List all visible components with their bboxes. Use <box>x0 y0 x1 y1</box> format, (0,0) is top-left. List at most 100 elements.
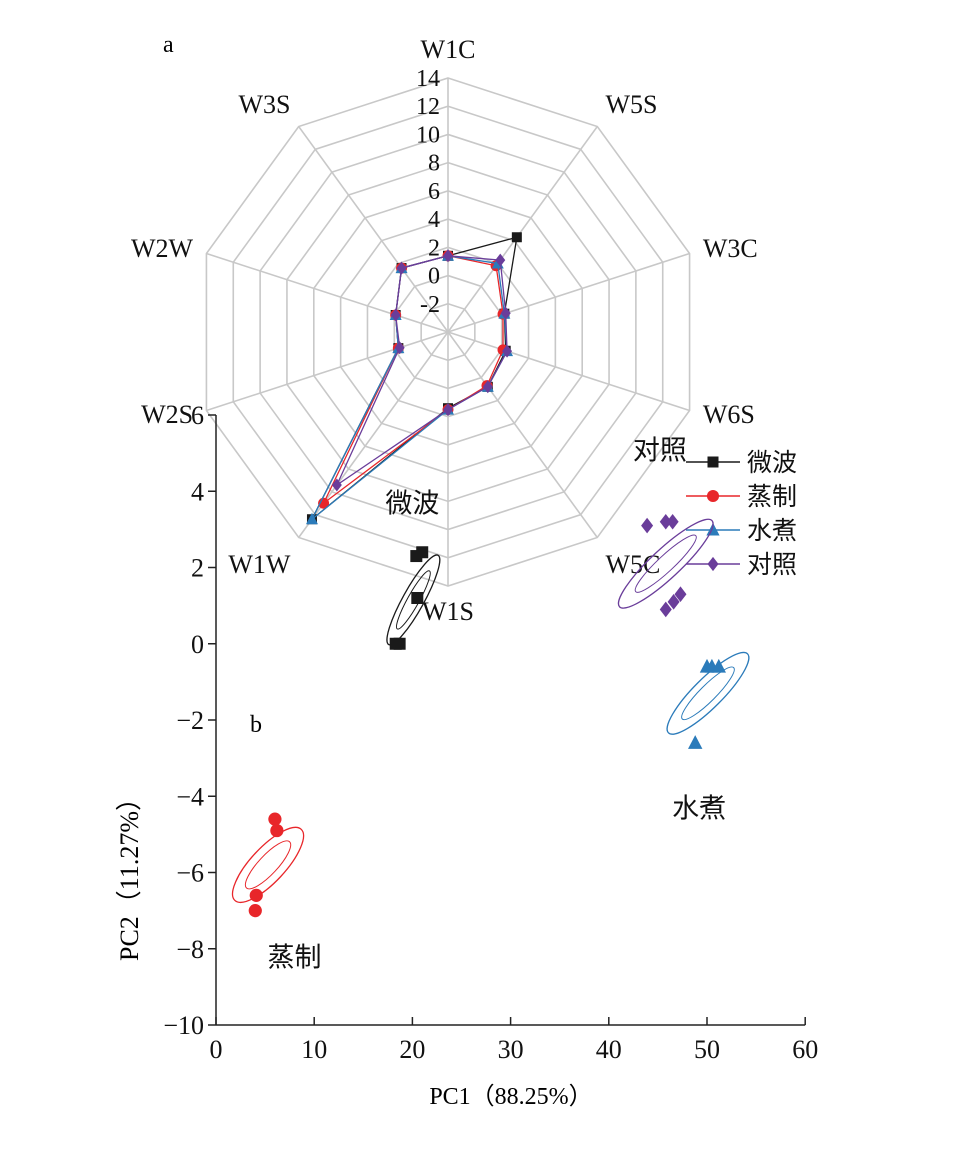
radar-spoke <box>447 331 598 538</box>
pca-point <box>411 592 424 604</box>
radar-spoke <box>447 331 690 412</box>
radar-point <box>482 380 493 394</box>
y-axis-label: PC2（11.27%） <box>115 785 144 961</box>
radar-point <box>511 232 522 243</box>
pca-point <box>248 904 262 918</box>
radar-point <box>394 341 405 355</box>
pca-point <box>416 546 429 559</box>
radar-series-item-3 <box>331 249 513 492</box>
y-tick-label: 6 <box>191 401 204 430</box>
cluster-ellipse-item-2 <box>617 518 714 609</box>
pca-point <box>667 594 680 610</box>
legend-label: 对照 <box>747 550 797 579</box>
y-tick-label: 0 <box>191 630 204 659</box>
cluster-label-item-2: 对照 <box>633 435 687 466</box>
pca-point <box>268 812 282 826</box>
radar-tick-label: 12 <box>416 94 440 120</box>
radar-axis-label-w2s: W2S <box>141 400 193 429</box>
x-tick-label: 60 <box>792 1035 818 1064</box>
radar-tick-label: 6 <box>428 179 440 205</box>
radar-point <box>396 261 407 275</box>
radar-series <box>305 232 522 525</box>
radar-axis-label-w1c: W1C <box>421 35 476 64</box>
panel-label-a: a <box>163 32 174 58</box>
legend-marker <box>706 522 720 536</box>
radar-tick-label: 14 <box>416 66 440 92</box>
x-tick-label: 20 <box>399 1035 425 1064</box>
radar-spoke <box>298 126 449 333</box>
radar-point <box>390 308 401 322</box>
pca-point <box>393 637 406 650</box>
cluster-ellipse-item-0 <box>386 554 441 646</box>
legend-item-item-3: 对照 <box>686 550 797 579</box>
radar-point <box>443 249 453 263</box>
radar-point <box>502 344 513 358</box>
x-axis-label: PC1（88.25%） <box>429 1084 592 1110</box>
cluster-inner-ellipse <box>681 666 735 721</box>
x-tick-label: 0 <box>210 1035 223 1064</box>
radar-spoke <box>447 126 598 333</box>
radar-tick-label: 2 <box>428 235 440 261</box>
legend-marker <box>707 456 719 468</box>
radar-axis-label-w3c: W3C <box>703 234 758 263</box>
legend-item-item-2: 水煮 <box>686 516 797 545</box>
pca-ellipses <box>231 518 750 903</box>
cluster-inner-ellipse <box>634 534 697 593</box>
x-tick-label: 10 <box>301 1035 327 1064</box>
y-tick-label: −2 <box>176 706 204 735</box>
radar-tick-label: 8 <box>428 151 440 177</box>
pca-point <box>270 823 284 838</box>
legend-label: 蒸制 <box>747 482 797 511</box>
radar-point <box>443 403 453 417</box>
radar-point <box>305 512 318 525</box>
radar-spoke <box>206 331 449 412</box>
radar-tick-label: 10 <box>416 122 440 148</box>
cluster-ellipse-item-1 <box>231 826 305 903</box>
radar-axis-label-w1s: W1S <box>422 597 474 626</box>
legend-marker <box>706 489 720 503</box>
pca-points <box>248 513 726 918</box>
legend-item-item-1: 蒸制 <box>686 482 797 511</box>
cluster-label-item-0: 微波 <box>385 489 439 520</box>
y-tick-label: −8 <box>176 935 204 964</box>
pca-point <box>711 658 726 673</box>
y-tick-label: −6 <box>176 859 204 888</box>
radar-axis-label-w2w: W2W <box>131 234 194 263</box>
legend-marker <box>707 556 719 572</box>
pca-point <box>249 888 263 902</box>
panel-label-b: b <box>250 712 262 738</box>
radar-spoke <box>447 252 690 333</box>
pca-point <box>641 517 654 534</box>
radar-point <box>500 306 511 320</box>
cluster-inner-ellipse <box>244 840 292 890</box>
y-tick-label: 2 <box>191 554 204 583</box>
x-tick-label: 50 <box>694 1035 720 1064</box>
y-tick-label: −10 <box>163 1011 204 1040</box>
radar-spokes <box>206 78 690 586</box>
pca-point <box>674 586 687 602</box>
legend-item-item-0: 微波 <box>686 448 797 477</box>
radar-axis-labels: W1C W5S W3C W6S W5C W1S W1W W2S W2W W3S <box>131 35 758 626</box>
radar-axis-label-w1w: W1W <box>228 550 291 579</box>
cluster-ellipse-item-3 <box>666 651 750 735</box>
radar-spoke <box>206 252 449 333</box>
pca-point <box>659 513 672 530</box>
x-tick-label: 40 <box>596 1035 622 1064</box>
radar-tick-label: 4 <box>428 207 440 233</box>
radar-point <box>495 253 506 267</box>
pca-point <box>688 735 703 749</box>
radar-tick-label: -2 <box>420 292 440 318</box>
radar-axis-label-w5c: W5C <box>606 550 661 579</box>
pca-point <box>666 513 679 530</box>
radar-axis-label-w6s: W6S <box>703 400 755 429</box>
cluster-label-item-1: 蒸制 <box>268 942 322 973</box>
x-tick-label: 30 <box>498 1035 524 1064</box>
pca-point <box>659 601 672 618</box>
